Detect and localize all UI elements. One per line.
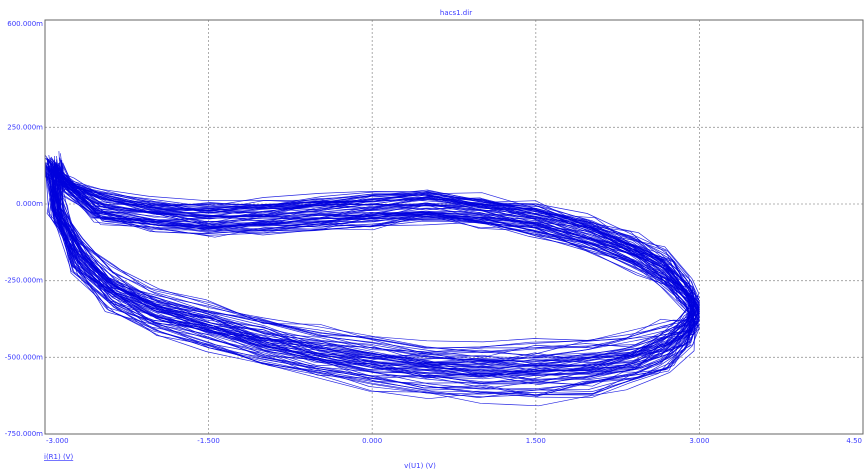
x-tick-label: 1.500 [526,437,546,445]
y-tick-labels: 600.000m 250.000m 0.000m -250.000m -500.000m… [5,20,43,438]
y-tick-label: -750.000m [5,430,43,438]
series-layer [44,151,700,407]
y-tick-label: 600.000m [7,20,43,28]
series-trace [54,162,700,364]
x-tick-label: -3.000 [46,437,69,445]
series-trace [44,162,695,397]
series-trace [49,159,692,398]
y-axis-label: i(R1) (V) [44,453,73,461]
chart-title: hacs1.dir [440,9,472,17]
series-trace [51,161,697,374]
x-tick-labels: -3.000 -1.500 0.000 1.500 3.000 4.50 [46,437,862,445]
series-trace [51,175,700,367]
plot-frame [44,19,864,435]
series-trace [46,158,692,364]
x-axis-label: v(U1) (V) [404,462,436,470]
y-tick-label: 250.000m [7,123,43,131]
x-tick-label: -1.500 [197,437,220,445]
series-trace [54,162,700,360]
series-trace [48,171,699,368]
series-trace [54,161,696,396]
series-trace [46,157,694,368]
y-tick-label: -500.000m [5,353,43,361]
series-trace [48,161,699,392]
y-tick-label: 0.000m [16,200,43,208]
series-trace [44,154,699,375]
series-trace [48,164,695,371]
y-tick-label: -250.000m [5,277,43,285]
series-trace [46,160,700,377]
x-tick-label: 0.000 [362,437,382,445]
series-trace [45,164,696,353]
series-trace [44,164,700,398]
x-tick-label: 4.50 [846,437,862,445]
series-trace [45,166,696,407]
x-tick-label: 3.000 [689,437,709,445]
series-trace [51,160,696,364]
